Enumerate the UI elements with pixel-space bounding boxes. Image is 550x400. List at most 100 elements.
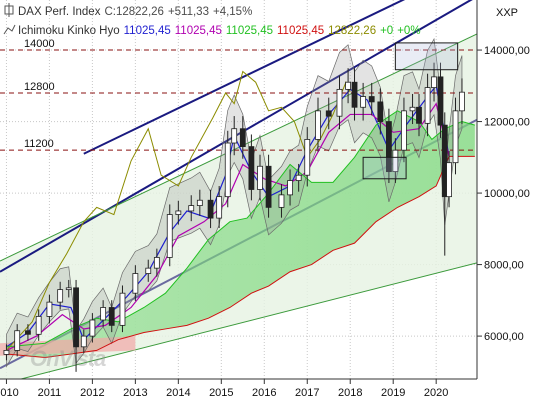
x-tick-label-5: 2015 [209, 387, 233, 399]
x-tick-label-8: 2018 [338, 387, 362, 399]
candle-body-24 [239, 128, 246, 147]
candle-body-18 [188, 205, 195, 212]
candle-body-51 [459, 91, 465, 112]
candle-body-40 [386, 121, 392, 173]
candle-body-9 [89, 319, 96, 337]
y-tick-label-3: 8000,00 [484, 260, 524, 272]
legend-instrument-name: DAX Perf. Index [18, 6, 101, 18]
x-tick-label-4: 2014 [166, 387, 190, 399]
cloud-area-bearish [0, 336, 136, 356]
candle-body-20 [207, 199, 214, 219]
x-tick-label-0: 2010 [0, 387, 19, 399]
x-tick-label-10: 2020 [424, 387, 448, 399]
x-tick-label-2: 2012 [80, 387, 104, 399]
candle-body-5 [57, 289, 64, 303]
candle-body-43 [409, 106, 416, 112]
candle-body-39 [377, 101, 384, 122]
legend-indicator-value-2: 11025,45 [226, 25, 273, 37]
candle-body-2 [25, 330, 31, 335]
candle-body-41 [392, 149, 399, 173]
candle-body-42 [401, 110, 407, 151]
candle-body-17 [175, 210, 182, 215]
candle-body-46 [431, 76, 437, 88]
candle-body-7 [73, 287, 79, 348]
candle-body-30 [295, 174, 302, 181]
highlight-boxes [362, 42, 459, 180]
watermark-logo: © OnVista [6, 344, 107, 371]
candle-body-48 [441, 124, 448, 198]
y-tick-label-1: 12000,00 [484, 117, 530, 129]
y-axis-ticks: 14000,00 12000,00 10000,00 8000,00 6000,00 [477, 45, 530, 343]
candle-body-38 [368, 96, 375, 103]
legend-indicator-value-1: 11025,45 [175, 25, 222, 37]
candle-body-16 [166, 214, 173, 258]
y-tick-label-4: 6000,00 [484, 331, 524, 343]
indicator-legend-icon [3, 24, 16, 35]
series-line-4 [6, 155, 475, 359]
candle-body-1 [14, 330, 21, 351]
legend-quote: C:12822,26 [104, 6, 163, 18]
candle-body-29 [287, 180, 293, 196]
candle-body-23 [231, 128, 238, 144]
trend-line-1 [83, 0, 406, 155]
highlight-box-1 [362, 156, 407, 180]
candle-body-19 [196, 199, 203, 206]
x-tick-label-6: 2016 [252, 387, 276, 399]
candle-body-49 [446, 162, 452, 198]
candle-body-27 [265, 165, 272, 208]
y-tick-label-2: 10000,00 [484, 188, 530, 200]
candle-body-12 [119, 292, 126, 326]
y-axis-unit: XXP [496, 7, 518, 19]
legend-change-abs: +511,33 [168, 6, 209, 18]
candle-body-44 [416, 106, 422, 124]
x-axis-ticks: 2010 2011 2012 2013 2014 2015 2016 2017 2018 2019… [0, 379, 448, 399]
candle-body-10 [100, 307, 107, 321]
candle-body-35 [345, 81, 351, 90]
x-tick-label-1: 2011 [38, 387, 62, 399]
legend-indicator-value-4: 12822,26 [328, 25, 376, 37]
level-label-1: 12800 [24, 81, 55, 93]
candle-body-36 [351, 81, 358, 108]
x-tick-label-9: 2019 [381, 387, 405, 399]
candle-body-28 [278, 194, 285, 208]
candle-body-15 [153, 257, 160, 269]
legend-change-pct: +4,15% [213, 6, 252, 18]
candle-body-37 [360, 96, 367, 108]
y-tick-label-0: 14000,00 [484, 45, 530, 57]
candle-body-25 [248, 146, 255, 190]
legend-indicator-value-0: 11025,45 [124, 25, 171, 37]
candle-body-33 [325, 110, 332, 117]
x-tick-label-3: 2013 [123, 387, 147, 399]
candles [3, 62, 465, 372]
legend-instrument: DAX Perf. Index C:12822,26 +511,33 +4,15% [4, 3, 252, 18]
candle-body-32 [315, 110, 321, 140]
candle-body-50 [452, 110, 459, 164]
candle-body-21 [216, 196, 223, 219]
level-label-0: 14000 [24, 38, 55, 50]
cloud-area [6, 110, 475, 358]
candle-body-6 [65, 287, 72, 291]
candle-body-0 [3, 349, 10, 355]
candle-body-14 [145, 267, 152, 274]
legend-indicator-value-6: +0% [397, 25, 420, 37]
candle-body-34 [336, 88, 343, 117]
legend-indicator-value-3: 11025,45 [277, 25, 324, 37]
candle-body-31 [304, 139, 311, 176]
svg-text:OnVista: OnVista [30, 346, 106, 371]
legend-indicator-value-5: +0 [380, 25, 393, 37]
candle-body-22 [224, 142, 231, 198]
candle-body-45 [424, 87, 431, 124]
candle-body-11 [108, 307, 115, 326]
highlight-box-0 [394, 42, 459, 71]
candle-body-3 [35, 316, 42, 335]
trend-line-4 [19, 262, 477, 379]
legend-indicator-name: Ichimoku Kinko Hyo [18, 25, 120, 37]
candle-body-8 [80, 335, 87, 348]
trend-line-3 [0, 33, 477, 262]
candle-body-47 [437, 76, 444, 126]
level-label-2: 11200 [24, 138, 54, 150]
